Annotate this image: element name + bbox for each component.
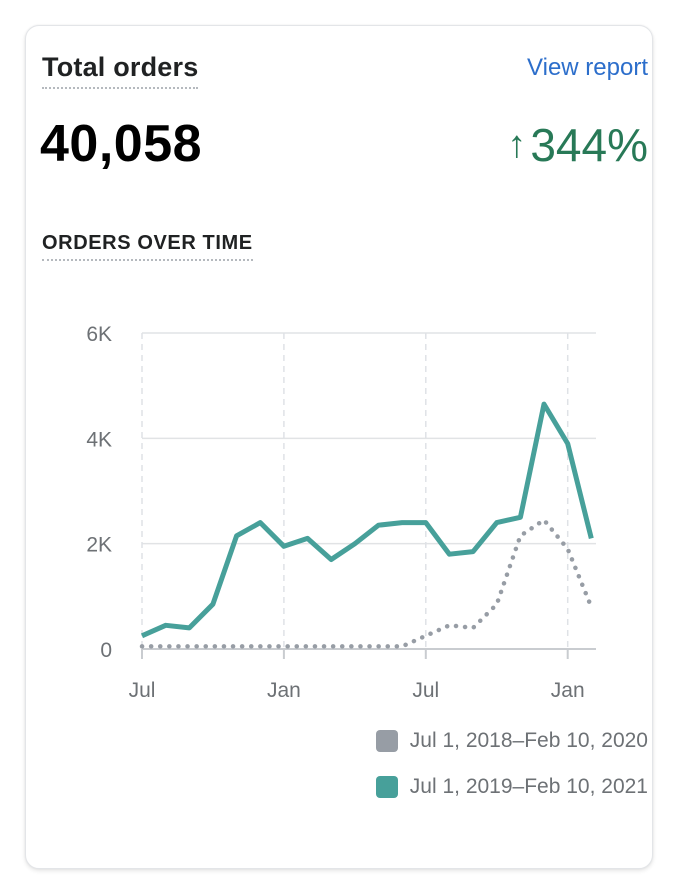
series-line-previous	[139, 517, 594, 649]
y-tick-label: 2K	[86, 534, 112, 557]
growth-percent: 344%	[530, 119, 648, 171]
x-tick-label: Jul	[412, 679, 439, 702]
chart-legend: Jul 1, 2018–Feb 10, 2020 Jul 1, 2019–Feb…	[375, 728, 648, 820]
legend-label-current: Jul 1, 2019–Feb 10, 2021	[409, 775, 648, 798]
chart-subtitle: ORDERS OVER TIME	[42, 232, 253, 261]
card-title: Total orders	[42, 52, 199, 89]
legend-item-current: Jul 1, 2019–Feb 10, 2021	[375, 774, 648, 800]
x-tick-label: Jan	[551, 679, 585, 702]
series-line-current	[140, 401, 594, 639]
legend-swatch-previous	[375, 730, 398, 752]
x-tick-label: Jan	[267, 679, 301, 702]
orders-line-chart: 0 2K 4K 6K Jul Jan Jul Jan	[86, 323, 596, 702]
view-report-link[interactable]: View report	[527, 54, 648, 81]
legend-label-previous: Jul 1, 2018–Feb 10, 2020	[409, 729, 648, 752]
arrow-up-icon: ↑	[507, 123, 527, 166]
total-orders-value: 40,058	[40, 115, 203, 173]
y-tick-label: 0	[100, 639, 112, 662]
growth-indicator: ↑ 344%	[507, 118, 648, 172]
orders-card	[25, 25, 653, 869]
x-tick-label: Jul	[129, 679, 156, 702]
y-tick-label: 4K	[86, 428, 112, 451]
legend-item-previous: Jul 1, 2018–Feb 10, 2020	[375, 728, 648, 754]
y-tick-label: 6K	[86, 323, 112, 346]
legend-swatch-current	[375, 776, 398, 798]
